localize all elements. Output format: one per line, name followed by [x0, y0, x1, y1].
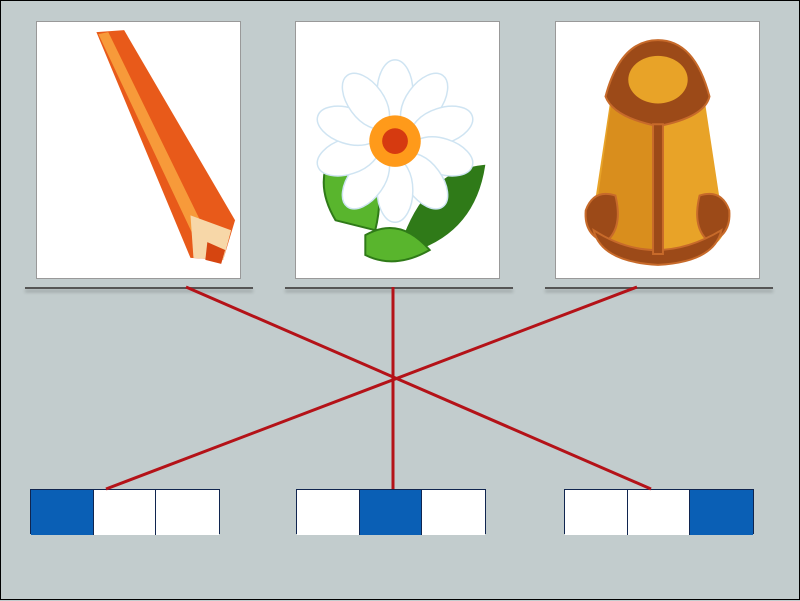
pattern-cell	[156, 490, 219, 535]
underline-coat	[545, 287, 773, 289]
pattern-cell	[31, 490, 94, 535]
pattern-cell	[297, 490, 360, 535]
pattern-cell	[565, 490, 628, 535]
connection-line	[186, 287, 651, 489]
pattern-cell	[628, 490, 691, 535]
pattern-middle	[296, 489, 486, 534]
underline-flower	[285, 287, 513, 289]
pattern-left	[30, 489, 220, 534]
pattern-cell	[690, 490, 753, 535]
daisy-flower-icon	[296, 22, 499, 278]
image-card-coat	[555, 21, 760, 279]
image-card-pencil	[36, 21, 241, 279]
pattern-right	[564, 489, 754, 534]
underline-pencil	[25, 287, 253, 289]
pattern-cell	[360, 490, 423, 535]
connection-line	[106, 287, 637, 489]
pattern-cell	[422, 490, 485, 535]
image-card-flower	[295, 21, 500, 279]
pencil-icon	[37, 22, 240, 278]
fur-coat-icon	[556, 22, 759, 278]
pattern-cell	[94, 490, 157, 535]
